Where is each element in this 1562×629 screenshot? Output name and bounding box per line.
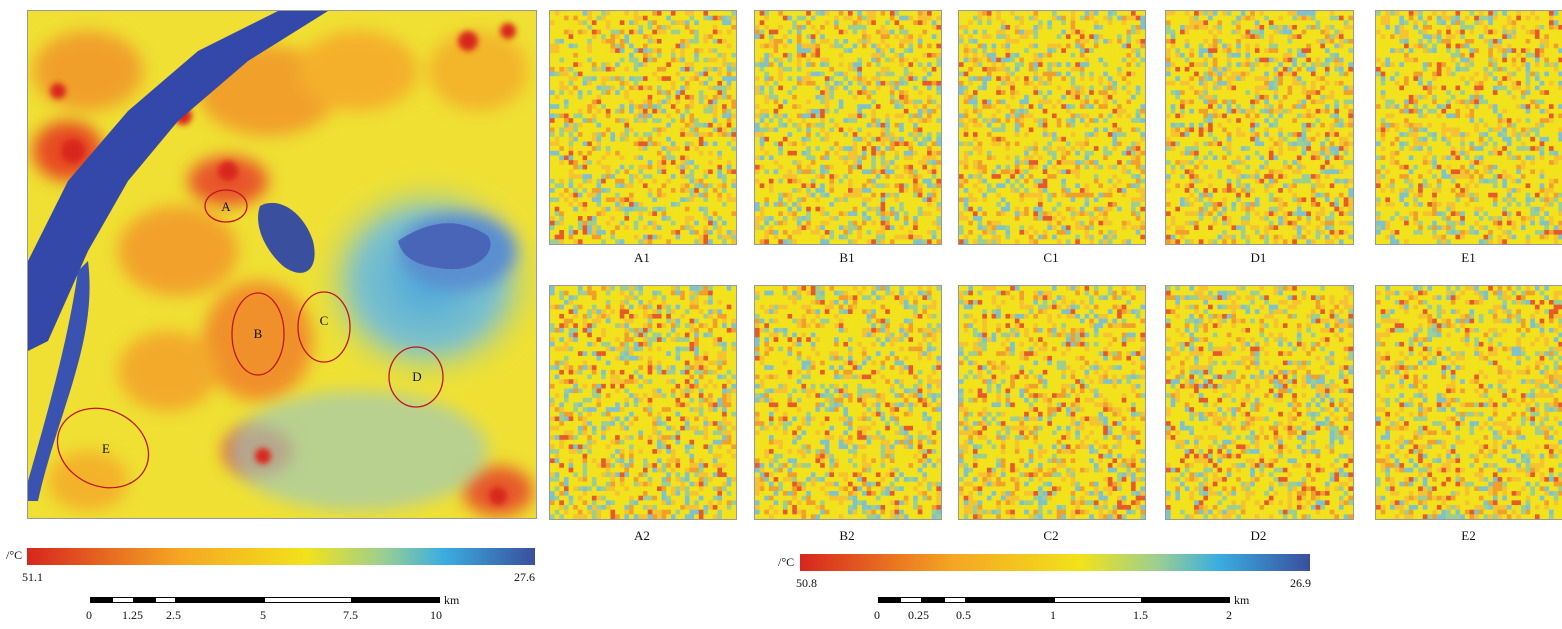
colorbar-max-label: 51.1 (22, 570, 43, 585)
main-thermal-map: A B C D E (27, 10, 537, 519)
detail-panel-caption: C2 (1021, 528, 1081, 544)
detail-panel-a2 (549, 285, 737, 520)
colorbar-min-label: 27.6 (514, 570, 535, 585)
river (28, 11, 328, 351)
detail-thermal-image (1166, 286, 1353, 519)
region-d-ellipse[interactable] (388, 346, 444, 408)
thermal-map-image: A B C D E (28, 11, 536, 518)
scale-tick: 0.5 (956, 608, 971, 623)
detail-panel-caption: C1 (1021, 250, 1081, 266)
detail-panel-c1 (958, 10, 1146, 245)
scale-tick: 1.25 (122, 608, 143, 623)
detail-panel-caption: B2 (817, 528, 877, 544)
detail-panel-caption: B1 (817, 250, 877, 266)
scale-tick: 2.5 (166, 608, 181, 623)
scale-tick: 0 (86, 608, 92, 623)
detail-colorbar-max-label: 50.8 (796, 576, 817, 591)
detail-panel-c2 (958, 285, 1146, 520)
detail-panel-d1 (1165, 10, 1354, 245)
detail-panel-caption: E2 (1439, 528, 1499, 544)
region-label-b: B (254, 326, 263, 341)
detail-thermal-image (550, 11, 736, 244)
scale-tick: 0 (874, 608, 880, 623)
detail-panel-caption: D1 (1229, 250, 1289, 266)
scale-tick: 1.5 (1133, 608, 1148, 623)
scale-unit: km (1234, 593, 1249, 608)
detail-panel-b2 (754, 285, 942, 520)
scale-tick: 10 (430, 608, 442, 623)
detail-colorbar (800, 554, 1310, 571)
scale-tick: 5 (260, 608, 266, 623)
detail-panel-a1 (549, 10, 737, 245)
region-b-ellipse[interactable] (231, 292, 285, 376)
detail-panel-caption: A2 (612, 528, 672, 544)
detail-thermal-image (550, 286, 736, 519)
scale-unit: km (444, 593, 459, 608)
detail-thermal-image (959, 11, 1145, 244)
detail-thermal-image (755, 11, 941, 244)
region-e-ellipse[interactable] (44, 394, 161, 503)
scale-tick: 1 (1050, 608, 1056, 623)
region-label-d: D (412, 369, 421, 384)
detail-panel-caption: A1 (612, 250, 672, 266)
detail-panel-caption: E1 (1439, 250, 1499, 266)
scale-tick: 0.25 (908, 608, 929, 623)
detail-panel-e2 (1375, 285, 1562, 520)
detail-panel-b1 (754, 10, 942, 245)
colorbar-unit: /°C (6, 548, 22, 563)
region-c-ellipse[interactable] (297, 291, 351, 363)
lake (258, 202, 315, 273)
detail-thermal-image (1376, 11, 1562, 244)
region-label-a: A (221, 199, 231, 214)
detail-colorbar-min-label: 26.9 (1290, 576, 1311, 591)
detail-thermal-image (1376, 286, 1562, 519)
scale-tick: 2 (1226, 608, 1232, 623)
detail-panel-caption: D2 (1229, 528, 1289, 544)
region-label-c: C (320, 313, 329, 328)
scale-tick: 7.5 (343, 608, 358, 623)
detail-thermal-image (1166, 11, 1353, 244)
region-label-e: E (102, 441, 110, 456)
detail-colorbar-unit: /°C (778, 555, 794, 570)
main-colorbar (27, 548, 535, 565)
detail-thermal-image (755, 286, 941, 519)
region-a-ellipse[interactable] (204, 189, 248, 223)
detail-thermal-image (959, 286, 1145, 519)
detail-panel-d2 (1165, 285, 1354, 520)
detail-panel-e1 (1375, 10, 1562, 245)
